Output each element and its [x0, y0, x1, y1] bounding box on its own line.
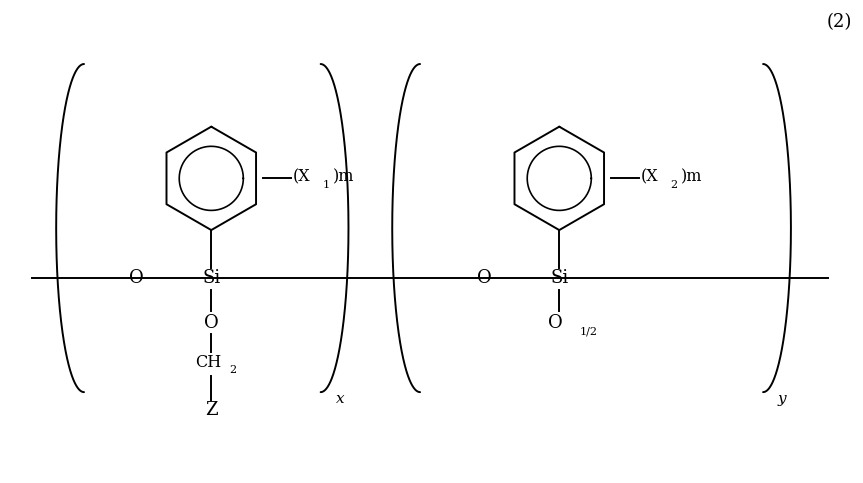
Text: 1/2: 1/2 — [579, 327, 597, 337]
Text: Si: Si — [550, 269, 569, 287]
Text: 2: 2 — [230, 365, 236, 375]
Text: (X: (X — [293, 168, 311, 185]
Text: (X: (X — [641, 168, 658, 185]
Text: (2): (2) — [827, 13, 853, 31]
Text: O: O — [477, 269, 492, 287]
Text: Si: Si — [202, 269, 220, 287]
Text: O: O — [129, 269, 144, 287]
Text: Z: Z — [205, 401, 217, 419]
Text: )m: )m — [681, 168, 702, 185]
Text: y: y — [778, 392, 786, 406]
Text: 2: 2 — [671, 180, 677, 190]
Text: x: x — [336, 392, 344, 406]
Text: O: O — [204, 313, 218, 331]
Text: O: O — [548, 313, 563, 331]
Text: CH: CH — [195, 354, 222, 371]
Text: )m: )m — [332, 168, 354, 185]
Text: 1: 1 — [323, 180, 330, 190]
